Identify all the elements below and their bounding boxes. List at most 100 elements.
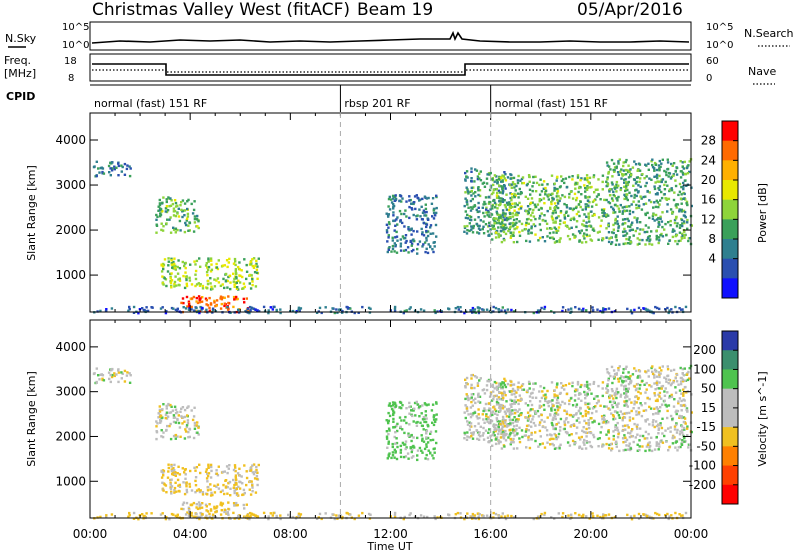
power-echo-cell-5 [494, 206, 497, 209]
power-echo-cell-7 [617, 207, 621, 210]
power-echo-cell-1 [181, 209, 185, 212]
power-echo-cell-7 [617, 173, 620, 176]
velocity-echo-cell-4 [387, 453, 390, 456]
velocity-echo-cell-4 [387, 411, 390, 415]
velocity-echo-cell-6 [572, 414, 575, 417]
power-echo-cell-2 [206, 282, 210, 286]
power-echo-cell-5 [485, 208, 488, 211]
velocity-echo-cell-8 [211, 513, 215, 516]
power-echo-cell-2 [162, 267, 165, 271]
velocity-echo-cell-7 [675, 422, 678, 425]
velocity-echo-cell-7 [681, 428, 684, 432]
velocity-echo-cell-7 [639, 383, 642, 387]
velocity-echo-cell-6 [586, 402, 590, 406]
power-echo-cell-8 [271, 308, 274, 311]
velocity-echo-cell-2 [207, 465, 210, 468]
velocity-echo-cell-7 [652, 413, 655, 416]
velocity-echo-cell-4 [427, 449, 430, 452]
power-echo-cell-5 [493, 180, 496, 183]
power-echo-cell-4 [404, 241, 407, 244]
power-echo-cell-7 [648, 216, 651, 220]
power-echo-cell-1 [197, 220, 200, 223]
velocity-echo-cell-4 [429, 432, 432, 435]
velocity-colorbar-swatch [722, 407, 738, 428]
velocity-echo-cell-8 [607, 513, 611, 516]
velocity-echo-cell-7 [657, 371, 661, 374]
power-echo-cell-8 [561, 309, 564, 313]
power-echo-cell-6 [546, 227, 549, 230]
velocity-echo-cell-6 [559, 417, 563, 421]
power-echo-cell-8 [267, 309, 270, 312]
power-echo-cell-8 [592, 309, 595, 312]
power-echo-cell-1 [172, 214, 176, 217]
power-echo-cell-6 [570, 226, 573, 229]
velocity-echo-cell-6 [501, 394, 504, 397]
velocity-echo-cell-7 [685, 373, 689, 376]
power-echo-cell-7 [681, 165, 684, 168]
velocity-echo-cell-3 [232, 511, 235, 515]
power-echo-cell-2 [201, 284, 205, 288]
power-echo-cell-6 [543, 214, 546, 217]
power-echo-cell-8 [104, 310, 108, 313]
velocity-echo-cell-2 [201, 491, 205, 494]
velocity-echo-cell-7 [627, 444, 631, 448]
power-ytick-label: 4000 [55, 133, 86, 147]
power-echo-cell-5 [464, 178, 467, 181]
power-echo-cell-7 [644, 224, 648, 227]
power-echo-cell-8 [540, 306, 543, 310]
velocity-echo-cell-2 [185, 488, 188, 492]
velocity-echo-cell-2 [170, 468, 173, 471]
velocity-echo-cell-7 [632, 440, 635, 444]
power-echo-cell-8 [674, 305, 677, 309]
velocity-echo-cell-7 [639, 434, 642, 438]
velocity-echo-cell-6 [563, 388, 566, 391]
velocity-echo-cell-4 [431, 438, 435, 442]
velocity-echo-cell-7 [645, 388, 648, 391]
velocity-echo-cell-8 [238, 517, 241, 520]
velocity-echo-cell-6 [507, 436, 510, 439]
power-echo-cell-7 [681, 234, 684, 237]
power-echo-cell-8 [170, 306, 174, 310]
power-echo-cell-4 [411, 208, 414, 211]
velocity-echo-cell-5 [472, 399, 475, 402]
velocity-echo-cell-8 [637, 512, 641, 516]
power-echo-cell-6 [590, 205, 594, 208]
power-echo-cell-2 [188, 279, 192, 282]
velocity-echo-cell-7 [608, 408, 612, 411]
velocity-echo-cell-7 [646, 443, 650, 447]
velocity-echo-cell-5 [465, 438, 469, 441]
velocity-echo-cell-2 [183, 471, 186, 474]
power-echo-cell-7 [632, 200, 635, 203]
power-echo-cell-8 [419, 308, 423, 311]
velocity-echo-cell-6 [517, 381, 520, 384]
power-echo-cell-3 [190, 305, 193, 309]
power-echo-cell-7 [645, 239, 649, 242]
velocity-echo-cell-6 [601, 387, 604, 390]
power-echo-cell-6 [557, 215, 560, 218]
velocity-echo-cell-4 [425, 443, 428, 446]
nsearch-tick-top: 10^5 [706, 22, 733, 33]
velocity-colorbar-tick-label: -200 [689, 478, 716, 492]
velocity-echo-cell-4 [391, 451, 395, 454]
velocity-echo-cell-4 [430, 409, 434, 412]
velocity-echo-cell-8 [540, 512, 543, 516]
power-echo-cell-4 [400, 212, 403, 216]
power-echo-cell-4 [410, 202, 414, 205]
power-echo-cell-7 [678, 231, 682, 234]
velocity-echo-cell-6 [497, 432, 500, 436]
velocity-echo-cell-4 [424, 414, 428, 417]
velocity-echo-cell-4 [416, 420, 419, 424]
power-echo-cell-2 [238, 281, 242, 284]
power-echo-cell-6 [555, 240, 559, 243]
velocity-echo-cell-5 [472, 393, 475, 396]
power-echo-cell-1 [187, 229, 190, 232]
power-echo-cell-6 [593, 191, 596, 194]
power-echo-cell-8 [433, 309, 436, 312]
velocity-echo-cell-5 [476, 382, 480, 385]
power-echo-cell-6 [495, 196, 499, 199]
power-echo-cell-6 [549, 227, 552, 230]
velocity-echo-cell-6 [597, 400, 600, 403]
power-echo-cell-7 [683, 221, 686, 225]
velocity-echo-cell-2 [206, 472, 209, 475]
velocity-echo-cell-7 [628, 398, 631, 401]
